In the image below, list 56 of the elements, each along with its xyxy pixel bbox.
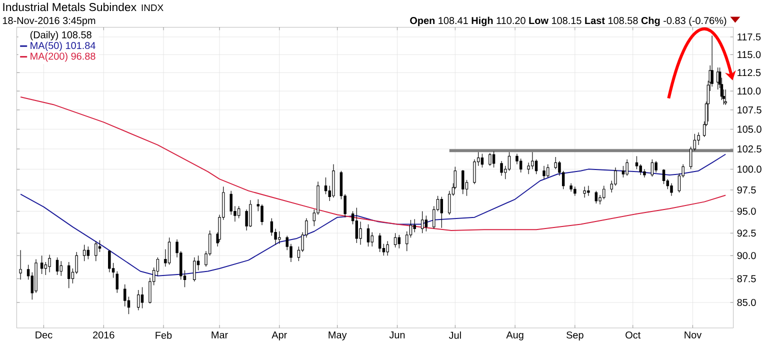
x-tick-label: Mar <box>212 331 228 338</box>
candlestick <box>670 182 673 196</box>
text: INDX <box>142 4 164 11</box>
x-tick-label: Aug <box>506 331 524 340</box>
y-tick-label: 102.5 <box>738 145 762 152</box>
candlestick <box>48 254 51 272</box>
text: Open 108.41 High 110.20 Low 108.15 Last 108.58 Chg -0.83 (-0.76%) <box>410 16 726 26</box>
legend-label: MA(200) 96.88 <box>30 52 96 62</box>
candlestick <box>34 258 38 294</box>
x-tick-label: Jun <box>389 331 405 338</box>
candlestick <box>643 168 646 178</box>
candlestick <box>359 221 362 246</box>
y-tick-label: 110.0 <box>738 88 761 95</box>
candlestick <box>500 160 503 176</box>
y-tick-label: 87.5 <box>737 275 756 282</box>
y-tick-label: 107.5 <box>738 106 762 114</box>
text: 18-Nov-2016 3:45pm <box>2 17 96 26</box>
candlestick <box>260 204 264 226</box>
candlestick <box>654 160 658 173</box>
candlestick <box>531 152 534 170</box>
line-series <box>20 96 726 231</box>
chart-title: Industrial Metals Subindex <box>3 2 136 12</box>
candlestick <box>570 182 572 192</box>
x-tick-label: May <box>328 331 347 340</box>
y-tick-label: 90.0 <box>737 252 756 260</box>
line-series <box>20 154 726 276</box>
y-tick-label: 95.0 <box>737 208 756 215</box>
x-tick-label: Dec <box>36 331 52 338</box>
y-tick-label: 97.5 <box>737 186 756 194</box>
x-tick-label: Jul <box>448 331 461 339</box>
x-tick-label: Oct <box>626 331 641 339</box>
candlestick <box>614 167 617 186</box>
y-tick-label: 115.0 <box>738 51 761 58</box>
candlestick <box>488 152 492 166</box>
x-tick-label: Nov <box>684 331 702 338</box>
candlestick <box>473 159 476 184</box>
candlestick <box>574 186 576 196</box>
candlestick <box>542 166 546 180</box>
x-tick-label: 2016 <box>93 331 114 339</box>
y-tick-label: 112.5 <box>738 69 761 76</box>
y-tick-label: 92.5 <box>737 230 756 237</box>
candlestick <box>332 164 335 198</box>
legend-label: MA(50) 101.84 <box>30 42 96 52</box>
candlestick <box>386 240 389 256</box>
candlestick <box>19 250 22 280</box>
y-tick-label: 117.5 <box>738 33 761 40</box>
x-tick-label: Feb <box>156 331 172 339</box>
x-tick-label: Apr <box>272 331 287 340</box>
candlestick <box>587 185 590 196</box>
candlestick <box>697 132 700 146</box>
y-tick-label: 100.0 <box>738 166 762 173</box>
candlestick <box>527 162 530 174</box>
y-tick-label: 105.0 <box>738 126 762 133</box>
y-tick-label: 85.0 <box>737 298 756 306</box>
x-tick-label: Sep <box>566 331 584 340</box>
annotation: (Daily) 108.58 <box>30 31 92 40</box>
